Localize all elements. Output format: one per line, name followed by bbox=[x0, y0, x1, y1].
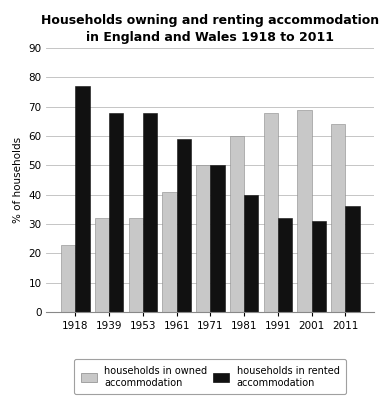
Bar bbox=[264, 112, 278, 312]
Bar bbox=[278, 218, 292, 312]
Bar bbox=[163, 192, 177, 312]
Bar bbox=[244, 195, 258, 312]
Bar bbox=[177, 139, 191, 312]
Y-axis label: % of households: % of households bbox=[13, 137, 23, 223]
Bar bbox=[143, 112, 157, 312]
Bar bbox=[210, 165, 225, 312]
Bar bbox=[331, 124, 345, 312]
Bar bbox=[61, 244, 75, 312]
Bar bbox=[230, 136, 244, 312]
Bar bbox=[345, 206, 359, 312]
Legend: households in owned
accommodation, households in rented
accommodation: households in owned accommodation, house… bbox=[74, 359, 346, 394]
Bar bbox=[312, 221, 326, 312]
Bar bbox=[129, 218, 143, 312]
Bar bbox=[75, 86, 90, 312]
Bar bbox=[109, 112, 123, 312]
Bar bbox=[196, 165, 210, 312]
Bar bbox=[298, 110, 312, 312]
Bar bbox=[95, 218, 109, 312]
Title: Households owning and renting accommodation
in England and Wales 1918 to 2011: Households owning and renting accommodat… bbox=[41, 14, 379, 44]
